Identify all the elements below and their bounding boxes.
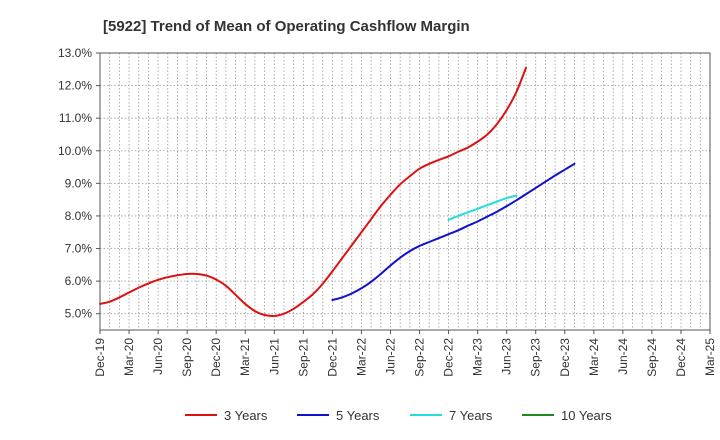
- legend-label-3-years: 3 Years: [224, 408, 268, 423]
- y-tick-label: 6.0%: [65, 274, 93, 288]
- x-tick-label: Sep-24: [645, 338, 659, 377]
- x-tick-label: Sep-21: [296, 338, 310, 377]
- x-tick-label: Dec-22: [442, 338, 456, 377]
- x-tick-label: Dec-20: [209, 338, 223, 377]
- x-tick-label: Sep-22: [413, 338, 427, 377]
- x-tick-label: Mar-23: [471, 338, 485, 376]
- y-tick-label: 11.0%: [59, 111, 92, 125]
- x-tick-label: Mar-20: [122, 338, 136, 376]
- y-tick-label: 5.0%: [65, 307, 93, 321]
- y-axis-ticks: 5.0% 6.0% 7.0% 8.0% 9.0% 10.0% 11.0% 12.0% 13.0%: [58, 46, 100, 321]
- x-axis-ticks: Dec-19 Mar-20 Jun-20 Sep-20 Dec-20 Mar-21 Jun-…: [93, 330, 717, 377]
- x-tick-label: Jun-21: [267, 338, 281, 375]
- y-tick-label: 12.0%: [58, 79, 92, 93]
- y-tick-label: 8.0%: [65, 209, 93, 223]
- y-tick-label: 10.0%: [58, 144, 92, 158]
- x-tick-label: Mar-25: [703, 338, 717, 376]
- legend-label-10-years: 10 Years: [561, 408, 612, 423]
- x-tick-label: Dec-19: [93, 338, 107, 377]
- x-tick-label: Sep-23: [529, 338, 543, 377]
- y-tick-label: 9.0%: [65, 176, 93, 190]
- grid-layer: [100, 53, 710, 330]
- x-tick-label: Mar-24: [587, 338, 601, 376]
- plot-frame: [99, 52, 711, 331]
- x-tick-label: Jun-22: [383, 338, 397, 375]
- y-tick-label: 13.0%: [58, 46, 92, 60]
- x-tick-label: Dec-23: [558, 338, 572, 377]
- legend-label-5-years: 5 Years: [336, 408, 380, 423]
- x-tick-label: Dec-21: [325, 338, 339, 377]
- legend: 3 Years 5 Years 7 Years 10 Years: [185, 408, 612, 423]
- x-tick-label: Jun-23: [500, 338, 514, 375]
- x-tick-label: Sep-20: [180, 338, 194, 377]
- series-layer: [99, 66, 576, 318]
- x-tick-label: Dec-24: [674, 338, 688, 377]
- chart-title: [5922] Trend of Mean of Operating Cashfl…: [103, 18, 470, 35]
- x-tick-label: Jun-20: [151, 338, 165, 375]
- x-tick-label: Mar-21: [238, 338, 252, 376]
- series-line-7-years: [447, 194, 518, 221]
- x-tick-label: Mar-22: [354, 338, 368, 376]
- legend-label-7-years: 7 Years: [449, 408, 493, 423]
- x-tick-label: Jun-24: [616, 338, 630, 375]
- series-line-3-years: [99, 66, 528, 318]
- y-tick-label: 7.0%: [65, 242, 93, 256]
- series-line-5-years: [331, 162, 576, 302]
